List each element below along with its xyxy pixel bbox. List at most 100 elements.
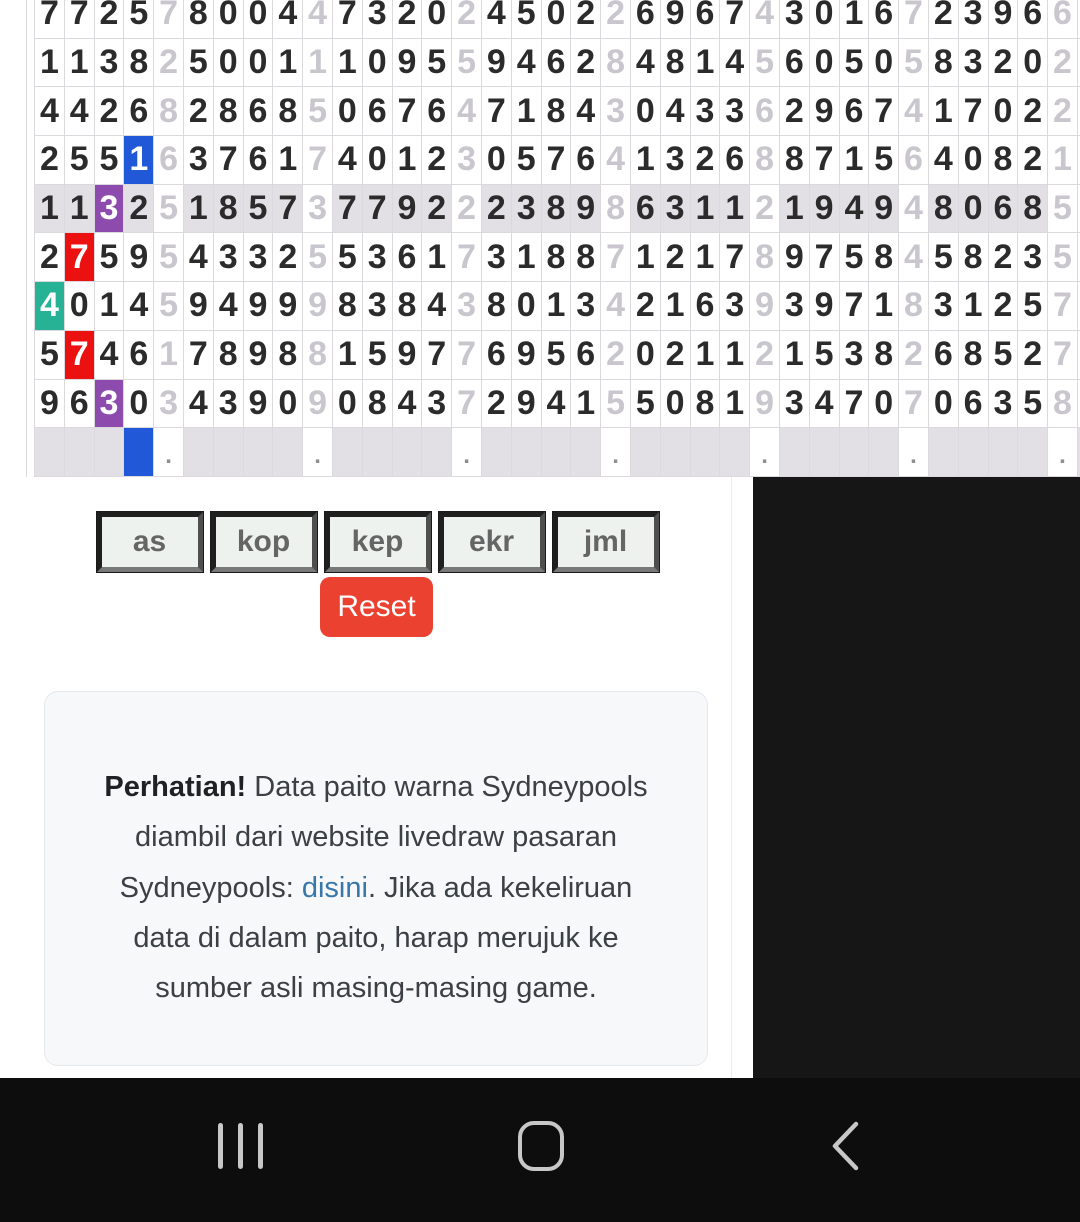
grid-cell: 6: [243, 87, 274, 137]
back-icon[interactable]: [830, 1121, 860, 1171]
grid-footer-cell: [541, 428, 572, 477]
filter-button-ekr[interactable]: ekr: [438, 512, 545, 572]
grid-cell: 6: [958, 379, 989, 429]
grid-cell: 6: [630, 0, 661, 39]
grid-footer-cell: [690, 428, 721, 477]
grid-cell: 6: [124, 330, 155, 380]
grid-cell: 4: [541, 379, 572, 429]
grid-cell: 7: [452, 233, 482, 283]
grid-cell: 1: [779, 330, 810, 380]
grid-cell: 0: [630, 87, 661, 137]
grid-cell: 5: [183, 38, 214, 88]
grid-footer-cell: [243, 428, 274, 477]
grid-cell: 8: [124, 38, 155, 88]
recents-icon[interactable]: [218, 1123, 263, 1169]
grid-cell: 9: [273, 282, 304, 331]
grid-footer-cell: [1077, 428, 1080, 477]
grid-cell: 0: [958, 184, 989, 234]
grid-cell: 9: [243, 330, 274, 380]
grid-footer-cell: [660, 428, 691, 477]
grid-cell: 4: [660, 87, 691, 137]
grid-footer-cell: [809, 428, 840, 477]
grid-cell: 8: [928, 184, 959, 234]
grid-cell: 3: [839, 330, 870, 380]
grid-cell: 5: [452, 38, 482, 88]
notice-text: Perhatian! Data paito warna Sydneypools …: [45, 692, 707, 1013]
grid-cell: 5: [243, 184, 274, 234]
grid-cell: 3: [362, 282, 393, 331]
grid-cell: 5: [1018, 282, 1049, 331]
grid-cell: 9: [392, 184, 423, 234]
filter-button-kep[interactable]: kep: [324, 512, 431, 572]
grid-footer-cell: [35, 428, 65, 477]
grid-cell: 1: [690, 38, 721, 88]
grid-cell: 1: [928, 87, 959, 137]
grid-cell: 5: [64, 136, 95, 185]
grid-cell: 3: [243, 233, 274, 283]
grid-cell: 5: [1048, 233, 1078, 283]
grid-cell: [1077, 136, 1080, 185]
grid-cell: 5: [154, 282, 184, 331]
grid-cell: 6: [541, 38, 572, 88]
grid-cell: 2: [452, 184, 482, 234]
grid-cell: 0: [332, 379, 363, 429]
grid-cell: 1: [35, 38, 65, 88]
grid-cell: 8: [660, 38, 691, 88]
grid-cell: 2: [1048, 38, 1078, 88]
grid-cell: 5: [332, 233, 363, 283]
grid-cell: 0: [630, 330, 661, 380]
grid-cell: 1: [1048, 136, 1078, 185]
grid-cell: 4: [422, 282, 453, 331]
grid-cell: 8: [392, 282, 423, 331]
grid-cell: 1: [839, 136, 870, 185]
grid-cell: 4: [303, 0, 333, 39]
grid-cell: 5: [601, 379, 631, 429]
grid-footer-cell: [183, 428, 214, 477]
grid-cell: 0: [511, 282, 542, 331]
grid-cell: 3: [213, 379, 244, 429]
grid-cell: 0: [64, 282, 95, 331]
grid-cell: 9: [243, 379, 274, 429]
grid-cell: 3: [303, 184, 333, 234]
grid-cell: 6: [779, 38, 810, 88]
grid-cell: 2: [928, 0, 959, 39]
grid-cell: 7: [183, 330, 214, 380]
grid-cell: 3: [94, 184, 125, 234]
grid-cell: 5: [809, 330, 840, 380]
grid-cell: 4: [392, 379, 423, 429]
grid-cell: 8: [362, 379, 393, 429]
grid-cell: 2: [601, 330, 631, 380]
grid-cell: 7: [899, 379, 929, 429]
grid-cell: 9: [809, 282, 840, 331]
grid-cell: 5: [869, 136, 900, 185]
grid-footer-cell: [869, 428, 900, 477]
grid-cell: 0: [809, 38, 840, 88]
disini-link[interactable]: disini: [301, 871, 368, 904]
grid-footer-selected-cell: [124, 428, 155, 477]
grid-cell: 5: [839, 38, 870, 88]
grid-cell: 7: [213, 136, 244, 185]
grid-cell: 5: [303, 233, 333, 283]
grid-cell: 6: [750, 87, 780, 137]
filter-button-jml[interactable]: jml: [552, 512, 659, 572]
grid-cell: 8: [481, 282, 512, 331]
grid-cell: 1: [332, 330, 363, 380]
grid-footer-cell: [928, 428, 959, 477]
filter-button-as[interactable]: as: [96, 512, 203, 572]
grid-cell: 3: [422, 379, 453, 429]
grid-cell: 9: [183, 282, 214, 331]
reset-button[interactable]: Reset: [320, 577, 433, 637]
grid-cell: 2: [392, 0, 423, 39]
grid-cell: 0: [124, 379, 155, 429]
grid-cell: 7: [839, 282, 870, 331]
home-icon[interactable]: [518, 1121, 564, 1171]
grid-cell: 1: [690, 330, 721, 380]
grid-cell: 2: [35, 136, 65, 185]
grid-cell: 6: [392, 233, 423, 283]
grid-cell: 3: [481, 233, 512, 283]
filter-button-kop[interactable]: kop: [210, 512, 317, 572]
grid-footer-cell: [392, 428, 423, 477]
grid-cell: 6: [243, 136, 274, 185]
notice-card: Perhatian! Data paito warna Sydneypools …: [44, 691, 708, 1066]
grid-cell: 7: [1048, 282, 1078, 331]
